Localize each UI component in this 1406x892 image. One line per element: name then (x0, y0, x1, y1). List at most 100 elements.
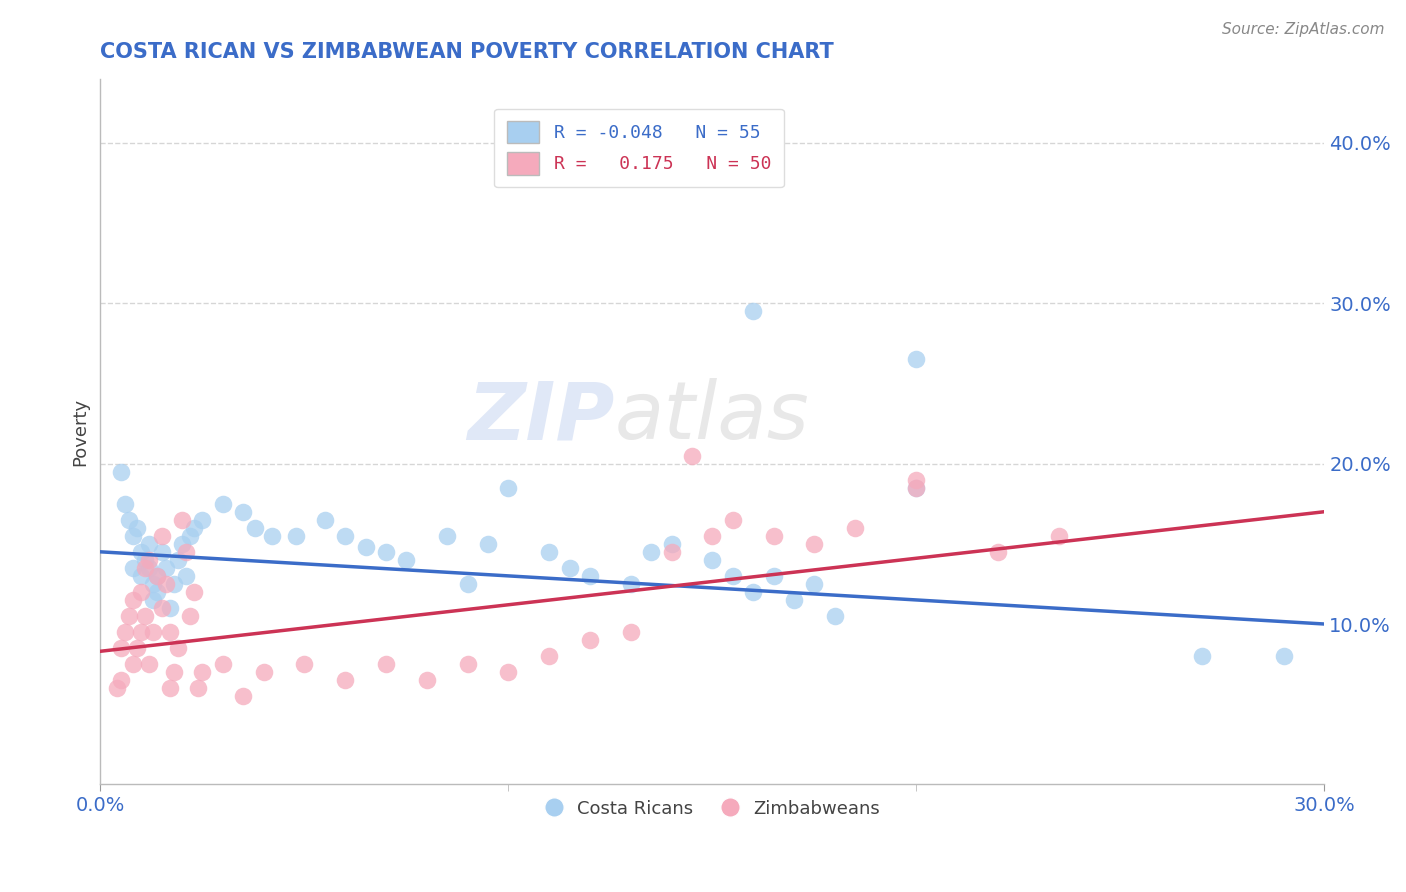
Point (191, 513, 214, 527)
Text: ZIP: ZIP (467, 378, 614, 457)
Point (118, 609, 141, 624)
Point (905, 481, 928, 495)
Point (129, 569, 152, 583)
Point (125, 641, 148, 656)
Point (183, 585, 205, 599)
Point (416, 673, 439, 688)
Point (155, 577, 177, 591)
Point (620, 625, 643, 640)
Point (375, 545, 398, 559)
Point (114, 625, 136, 640)
Point (174, 545, 197, 559)
Point (134, 553, 156, 567)
Point (138, 561, 160, 575)
Point (146, 569, 169, 583)
Point (1047, 529, 1070, 543)
Point (118, 513, 141, 527)
Point (292, 657, 315, 672)
Point (114, 497, 136, 511)
Point (558, 561, 581, 575)
Point (844, 521, 866, 535)
Point (170, 513, 193, 527)
Legend: Costa Ricans, Zimbabweans: Costa Ricans, Zimbabweans (537, 792, 887, 825)
Point (134, 561, 156, 575)
Point (457, 577, 479, 591)
Point (146, 585, 169, 599)
Point (155, 561, 177, 575)
Point (579, 569, 602, 583)
Point (150, 545, 173, 559)
Point (170, 537, 193, 551)
Point (333, 529, 356, 543)
Point (803, 537, 825, 551)
Point (905, 473, 928, 487)
Point (179, 529, 201, 543)
Point (252, 665, 274, 680)
Point (354, 540, 377, 554)
Point (1272, 649, 1295, 664)
Point (1191, 649, 1213, 664)
Point (110, 641, 132, 656)
Point (105, 681, 128, 696)
Point (824, 609, 846, 624)
Point (129, 625, 152, 640)
Point (620, 577, 643, 591)
Point (661, 144, 683, 158)
Point (191, 665, 214, 680)
Point (211, 497, 233, 511)
Point (110, 465, 132, 479)
Point (905, 481, 928, 495)
Point (640, 545, 662, 559)
Point (167, 553, 190, 567)
Point (721, 513, 744, 527)
Text: Source: ZipAtlas.com: Source: ZipAtlas.com (1222, 22, 1385, 37)
Point (436, 529, 458, 543)
Point (142, 625, 165, 640)
Point (167, 641, 190, 656)
Point (129, 585, 152, 599)
Point (395, 553, 418, 567)
Point (987, 545, 1010, 559)
Point (138, 537, 160, 551)
Point (163, 665, 186, 680)
Point (579, 633, 602, 648)
Point (762, 569, 785, 583)
Text: atlas: atlas (614, 378, 810, 457)
Point (232, 689, 254, 703)
Point (498, 665, 520, 680)
Point (146, 569, 169, 583)
Point (783, 593, 806, 607)
Point (142, 593, 165, 607)
Point (661, 545, 683, 559)
Point (905, 352, 928, 367)
Point (134, 609, 156, 624)
Point (187, 681, 209, 696)
Point (721, 569, 744, 583)
Point (742, 304, 765, 318)
Point (125, 521, 148, 535)
Point (260, 529, 283, 543)
Point (232, 505, 254, 519)
Point (477, 537, 499, 551)
Point (538, 545, 561, 559)
Point (138, 553, 160, 567)
Point (179, 609, 201, 624)
Point (138, 657, 160, 672)
Point (110, 673, 132, 688)
Point (375, 657, 398, 672)
Y-axis label: Poverty: Poverty (72, 398, 89, 466)
Point (142, 577, 165, 591)
Point (159, 681, 181, 696)
Point (122, 593, 145, 607)
Point (661, 537, 683, 551)
Point (538, 649, 561, 664)
Point (762, 529, 785, 543)
Point (174, 569, 197, 583)
Point (122, 561, 145, 575)
Point (285, 529, 308, 543)
Point (211, 657, 233, 672)
Point (498, 481, 520, 495)
Point (150, 601, 173, 615)
Point (803, 577, 825, 591)
Point (245, 521, 267, 535)
